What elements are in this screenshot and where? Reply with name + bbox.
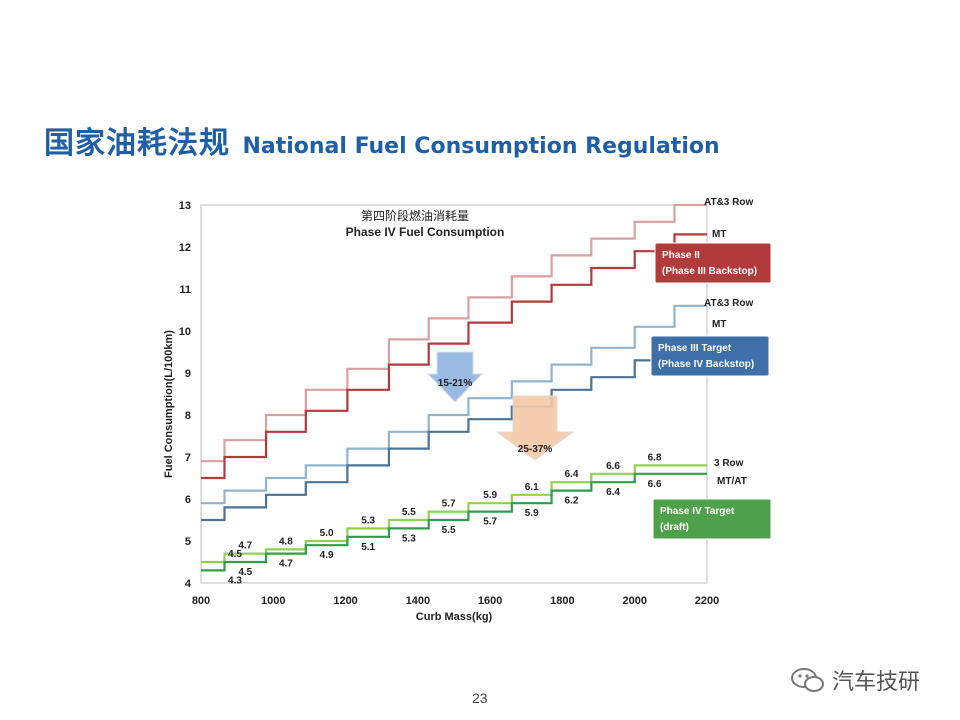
- y-tick-label: 8: [185, 410, 191, 422]
- data-label-lower: 5.7: [483, 517, 497, 528]
- data-label-upper: 5.5: [402, 507, 416, 518]
- series-line: [201, 342, 707, 522]
- watermark-text: 汽车技研: [832, 670, 921, 695]
- legend-box: [652, 498, 772, 540]
- data-label-lower: 6.4: [606, 487, 620, 498]
- y-tick-label: 6: [185, 494, 191, 506]
- y-tick-label: 9: [185, 368, 191, 380]
- reduction-arrow: [426, 351, 484, 403]
- x-tick-label: 1200: [333, 595, 357, 607]
- legend-box-line2: (Phase IV Backstop): [658, 359, 754, 370]
- title-english: National Fuel Consumption Regulation: [242, 134, 720, 159]
- chart-title-chinese: 第四阶段燃油消耗量: [361, 208, 469, 223]
- page-number: 23: [472, 690, 488, 706]
- legend-box-line2: (Phase III Backstop): [662, 266, 757, 277]
- reduction-arrow: [495, 395, 575, 461]
- data-label-lower: 6.6: [648, 479, 662, 490]
- series-label: MT: [712, 319, 726, 330]
- x-tick-label: 2200: [695, 595, 719, 607]
- x-tick-label: 1000: [261, 595, 285, 607]
- y-tick-label: 4: [185, 578, 192, 590]
- data-label-upper: 4.5: [228, 549, 242, 560]
- series-line: [201, 472, 707, 572]
- y-tick-label: 11: [179, 284, 191, 296]
- series-label: AT&3 Row: [704, 197, 753, 208]
- series-label: MT: [712, 229, 726, 240]
- data-label-lower: 5.9: [525, 508, 539, 519]
- legend-box-line1: Phase IV Target: [660, 506, 735, 517]
- data-label-lower: 6.2: [565, 496, 579, 507]
- arrow-label: 15-21%: [438, 378, 473, 389]
- y-tick-label: 13: [179, 200, 191, 212]
- x-tick-label: 1400: [406, 595, 430, 607]
- x-tick-label: 1600: [478, 595, 502, 607]
- watermark: 汽车技研: [790, 664, 920, 696]
- data-label-lower: 5.1: [361, 542, 375, 553]
- data-label-upper: 4.7: [238, 541, 252, 552]
- data-label-upper: 5.7: [442, 499, 456, 510]
- y-axis-label: Fuel Consumption(L/100km): [163, 330, 175, 478]
- legend-box-line1: Phase II: [662, 250, 700, 261]
- series-line: [201, 464, 707, 564]
- data-label-lower: 4.3: [228, 575, 242, 586]
- chart-title: Phase IV Fuel Consumption: [346, 225, 505, 239]
- legend-box: [654, 242, 772, 284]
- series-line: [201, 233, 707, 480]
- legend-box-line2: (draft): [660, 522, 689, 533]
- x-tick-label: 1800: [550, 595, 574, 607]
- series-line: [201, 304, 707, 505]
- series-line: [201, 203, 707, 463]
- series-label: AT&3 Row: [704, 298, 753, 309]
- data-label-upper: 5.3: [361, 515, 375, 526]
- page-title: 国家油耗法规 National Fuel Consumption Regulat…: [44, 118, 720, 162]
- data-label-upper: 6.8: [648, 452, 662, 463]
- data-label-upper: 4.8: [279, 536, 293, 547]
- data-label-upper: 6.1: [525, 482, 539, 493]
- x-tick-label: 800: [192, 595, 210, 607]
- series-label: MT/AT: [717, 476, 747, 487]
- y-tick-label: 7: [185, 452, 191, 464]
- y-tick-label: 10: [179, 326, 191, 338]
- title-chinese: 国家油耗法规: [44, 126, 230, 161]
- x-axis-label: Curb Mass(kg): [416, 611, 493, 623]
- data-label-lower: 5.3: [402, 533, 416, 544]
- y-tick-label: 12: [179, 242, 191, 254]
- data-label-lower: 5.5: [442, 525, 456, 536]
- legend-box-line1: Phase III Target: [658, 343, 732, 354]
- data-label-lower: 4.5: [238, 567, 252, 578]
- legend-box: [650, 335, 770, 377]
- x-tick-label: 2000: [622, 595, 646, 607]
- data-label-lower: 4.7: [279, 559, 293, 570]
- wechat-icon: [791, 668, 824, 692]
- data-label-lower: 4.9: [320, 550, 334, 561]
- series-label: 3 Row: [714, 458, 744, 469]
- y-tick-label: 5: [185, 536, 191, 548]
- data-label-upper: 6.4: [565, 469, 579, 480]
- data-label-upper: 5.0: [320, 528, 334, 539]
- arrow-label: 25-37%: [518, 444, 553, 455]
- data-label-upper: 5.9: [483, 490, 497, 501]
- data-label-upper: 6.6: [606, 461, 620, 472]
